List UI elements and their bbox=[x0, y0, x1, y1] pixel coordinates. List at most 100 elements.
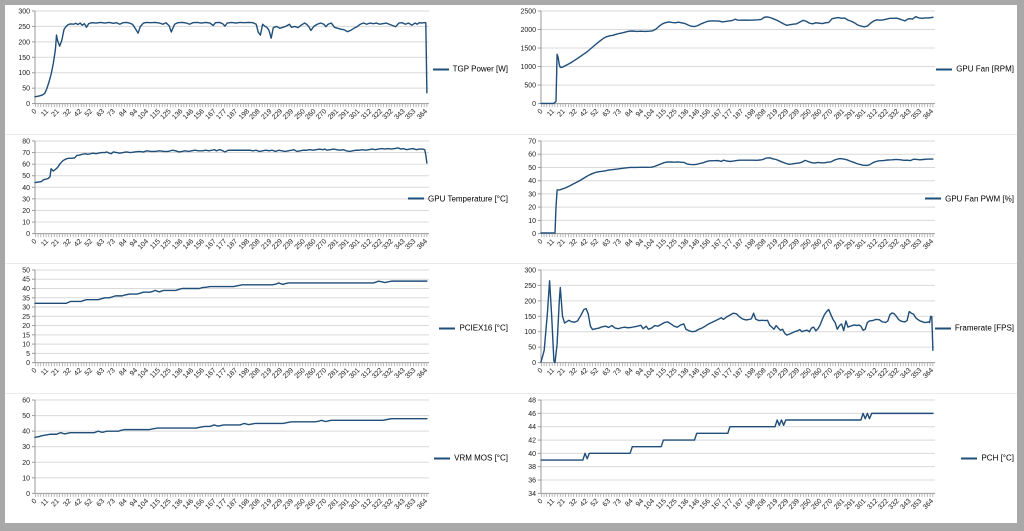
svg-text:42: 42 bbox=[73, 108, 84, 118]
chart-gpu-fan-rpm[interactable]: 0 500 1000 1500 2000 2500 0 11 21 32 42 52 63 73 84 94 1… bbox=[511, 5, 1017, 135]
svg-text:104: 104 bbox=[137, 497, 150, 510]
svg-text:42: 42 bbox=[579, 237, 590, 247]
svg-text:187: 187 bbox=[226, 367, 239, 380]
svg-text:301: 301 bbox=[854, 237, 867, 250]
svg-text:187: 187 bbox=[732, 497, 745, 510]
svg-text:32: 32 bbox=[568, 497, 579, 508]
svg-text:0: 0 bbox=[31, 237, 39, 245]
svg-text:11: 11 bbox=[546, 108, 556, 118]
svg-text:32: 32 bbox=[568, 108, 579, 118]
svg-text:104: 104 bbox=[643, 497, 656, 510]
svg-text:15: 15 bbox=[22, 332, 30, 339]
svg-text:52: 52 bbox=[590, 367, 601, 377]
chart-legend: VRM MOS [°C] bbox=[434, 454, 508, 463]
svg-text:156: 156 bbox=[193, 108, 206, 121]
svg-text:40: 40 bbox=[528, 450, 536, 457]
svg-text:84: 84 bbox=[624, 108, 635, 118]
svg-text:0: 0 bbox=[31, 367, 39, 375]
svg-text:364: 364 bbox=[922, 237, 935, 250]
svg-text:52: 52 bbox=[84, 108, 95, 118]
svg-text:208: 208 bbox=[755, 108, 768, 121]
chart-gpu-temperature[interactable]: 0 10 20 30 40 50 60 70 80 0 11 21 32 42 52 63 73 84 94 104 1… bbox=[5, 134, 511, 264]
svg-text:0: 0 bbox=[26, 231, 30, 238]
svg-text:332: 332 bbox=[382, 367, 395, 380]
svg-text:73: 73 bbox=[106, 108, 117, 118]
chart-tgp-power[interactable]: 0 50 100 150 200 250 300 0 11 21 32 42 52 63 73 84 94 104… bbox=[5, 5, 511, 135]
svg-text:20: 20 bbox=[528, 204, 536, 211]
svg-text:84: 84 bbox=[118, 367, 129, 377]
svg-text:20: 20 bbox=[22, 208, 30, 215]
svg-text:34: 34 bbox=[528, 490, 536, 497]
svg-text:11: 11 bbox=[40, 237, 50, 247]
svg-text:270: 270 bbox=[315, 108, 328, 121]
svg-text:150: 150 bbox=[524, 314, 536, 321]
svg-text:20: 20 bbox=[22, 323, 30, 330]
svg-text:332: 332 bbox=[382, 237, 395, 250]
svg-text:21: 21 bbox=[556, 237, 567, 247]
svg-text:208: 208 bbox=[249, 108, 262, 121]
svg-text:10: 10 bbox=[528, 217, 536, 224]
svg-text:332: 332 bbox=[888, 237, 901, 250]
svg-text:125: 125 bbox=[159, 367, 172, 380]
chart-pch-temp[interactable]: 34 36 38 40 42 44 46 48 0 11 21 32 42 52 63 73 84 94 104 11… bbox=[511, 393, 1017, 523]
svg-text:301: 301 bbox=[348, 237, 361, 250]
svg-text:239: 239 bbox=[282, 108, 295, 121]
svg-text:125: 125 bbox=[159, 108, 172, 121]
legend-label: GPU Temperature [°C] bbox=[428, 194, 508, 204]
chart-framerate[interactable]: 0 50 100 150 200 250 300 0 11 21 32 42 52 63 73 84 94 104… bbox=[511, 264, 1017, 394]
svg-text:125: 125 bbox=[159, 497, 172, 510]
svg-text:63: 63 bbox=[602, 367, 613, 377]
chart-legend: PCIEX16 [°C] bbox=[439, 324, 508, 333]
svg-text:42: 42 bbox=[73, 367, 84, 377]
svg-text:63: 63 bbox=[96, 497, 107, 508]
svg-text:10: 10 bbox=[22, 219, 30, 226]
svg-text:300: 300 bbox=[524, 267, 536, 274]
svg-text:301: 301 bbox=[854, 108, 867, 121]
svg-text:0: 0 bbox=[31, 497, 39, 505]
svg-text:40: 40 bbox=[22, 184, 30, 191]
svg-text:332: 332 bbox=[382, 497, 395, 510]
svg-text:332: 332 bbox=[888, 367, 901, 380]
svg-text:332: 332 bbox=[382, 108, 395, 121]
svg-text:187: 187 bbox=[226, 237, 239, 250]
svg-text:60: 60 bbox=[22, 397, 30, 404]
svg-text:11: 11 bbox=[40, 108, 50, 118]
chart-legend: TGP Power [W] bbox=[432, 64, 508, 74]
svg-text:125: 125 bbox=[665, 108, 678, 121]
svg-text:52: 52 bbox=[84, 237, 95, 247]
legend-label: TGP Power [W] bbox=[452, 64, 508, 74]
legend-line-icon bbox=[439, 327, 456, 330]
svg-text:44: 44 bbox=[528, 424, 536, 431]
legend-line-icon bbox=[936, 68, 953, 71]
svg-text:10: 10 bbox=[22, 475, 30, 482]
svg-text:208: 208 bbox=[755, 497, 768, 510]
svg-text:100: 100 bbox=[524, 329, 536, 336]
legend-label: Framerate [FPS] bbox=[954, 323, 1014, 333]
svg-text:42: 42 bbox=[73, 497, 84, 508]
svg-text:73: 73 bbox=[106, 497, 117, 508]
svg-text:0: 0 bbox=[532, 231, 536, 238]
chart-legend: PCH [°C] bbox=[961, 454, 1014, 463]
chart-pciex16-temp[interactable]: 0 5 10 15 20 25 30 35 40 45 50 0 11 21 32 42 52 63 73 84 94 1… bbox=[5, 264, 511, 394]
svg-text:187: 187 bbox=[226, 108, 239, 121]
svg-text:270: 270 bbox=[315, 237, 328, 250]
svg-text:208: 208 bbox=[249, 367, 262, 380]
svg-text:0: 0 bbox=[31, 108, 39, 116]
chart-grid: 0 50 100 150 200 250 300 0 11 21 32 42 52 63 73 84 94 104… bbox=[5, 5, 1017, 523]
svg-text:32: 32 bbox=[62, 237, 73, 247]
svg-text:94: 94 bbox=[129, 108, 140, 118]
svg-text:21: 21 bbox=[50, 108, 61, 118]
svg-text:36: 36 bbox=[528, 477, 536, 484]
svg-text:100: 100 bbox=[18, 70, 30, 77]
svg-text:250: 250 bbox=[18, 24, 30, 31]
svg-text:187: 187 bbox=[732, 237, 745, 250]
svg-text:70: 70 bbox=[528, 138, 536, 145]
legend-line-icon bbox=[961, 457, 978, 460]
chart-gpu-fan-pwm[interactable]: 0 10 20 30 40 50 60 70 0 11 21 32 42 52 63 73 84 94 104 115… bbox=[511, 134, 1017, 264]
chart-vrm-mos-temp[interactable]: 0 10 20 30 40 50 60 0 11 21 32 42 52 63 73 84 94 104 115 12… bbox=[5, 393, 511, 523]
svg-text:42: 42 bbox=[528, 437, 536, 444]
svg-text:156: 156 bbox=[699, 237, 712, 250]
svg-text:125: 125 bbox=[665, 367, 678, 380]
